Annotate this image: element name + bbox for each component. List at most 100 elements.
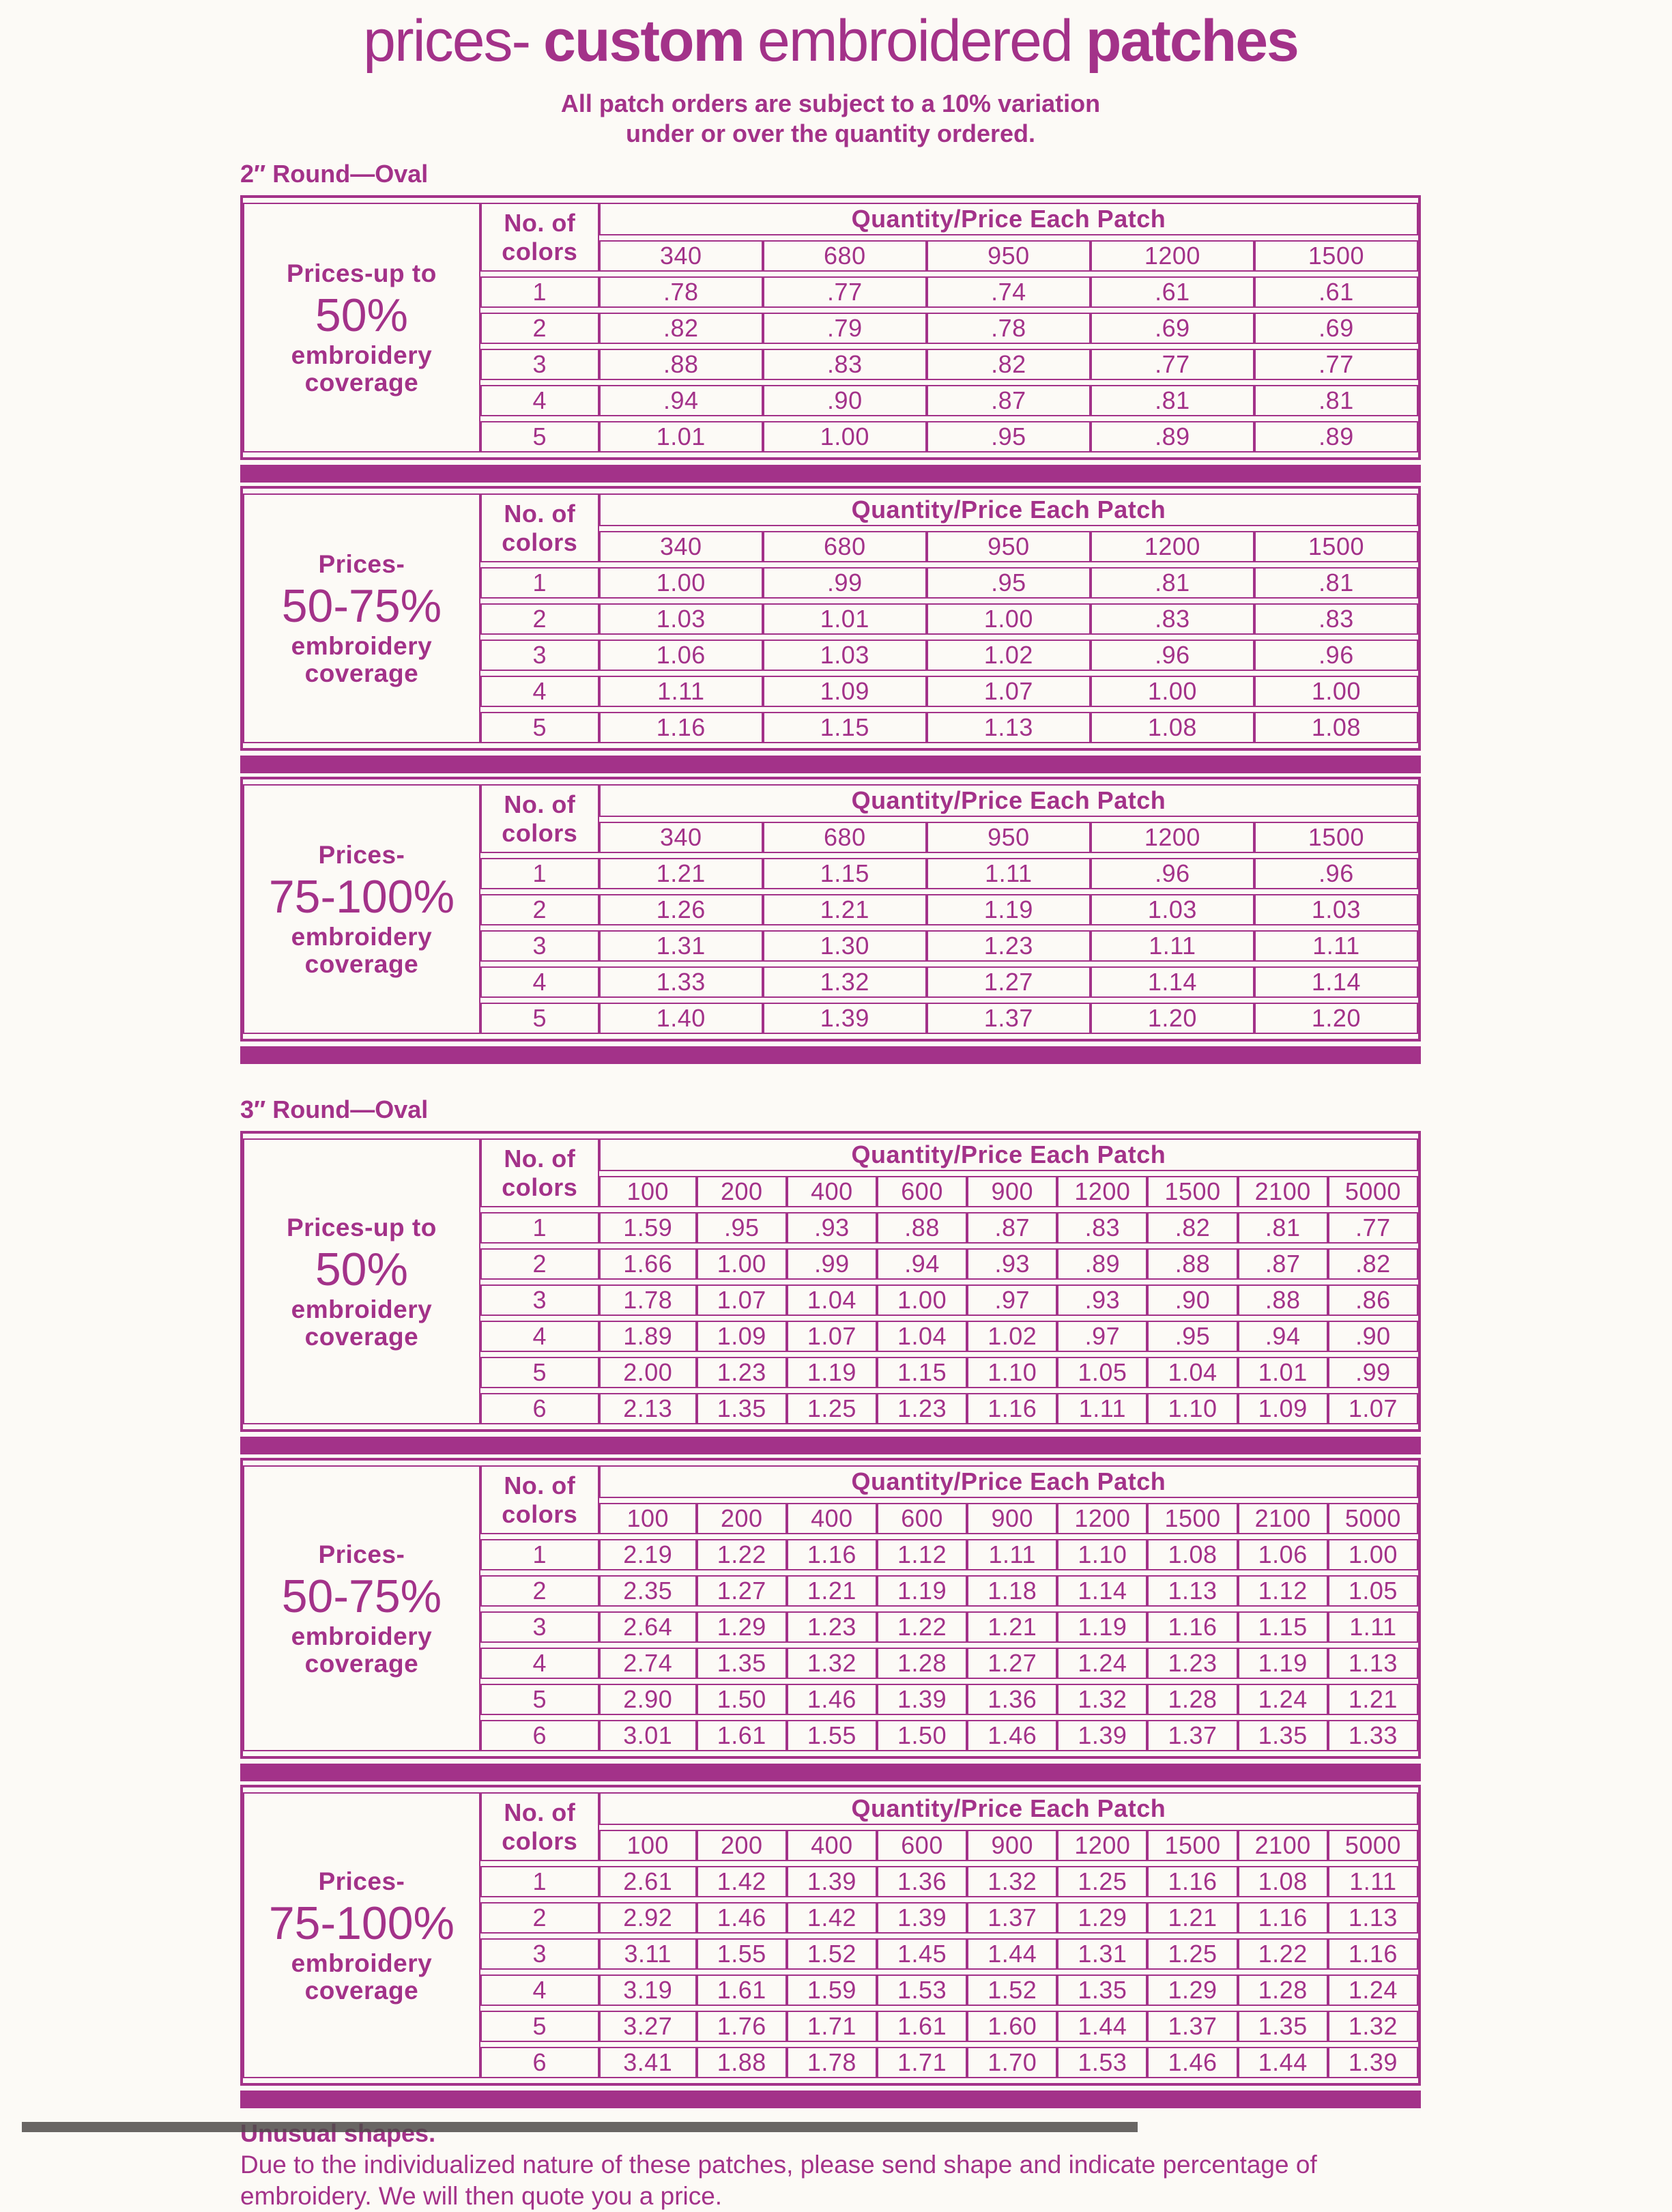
quantity-value-cell: 400 — [786, 1830, 877, 1861]
quantity-value-cell: 340 — [599, 240, 763, 272]
table-row: 5 2.00 1.23 1.19 1.15 1.10 1.05 1.04 1.01.99 — [243, 1357, 1418, 1388]
price-cell: 1.46 — [967, 1720, 1058, 1751]
quantity-header-row: 340 680 950 1200 1500 — [243, 240, 1418, 272]
quantity-value-cell: 1200 — [1057, 1503, 1148, 1534]
price-cell: 1.46 — [696, 1902, 787, 1934]
quantity-value-cell: 1500 — [1254, 531, 1418, 562]
coverage-label-percent: 50% — [315, 289, 408, 341]
colors-count-cell: 2 — [480, 1902, 599, 1934]
quantity-value-cell: 5000 — [1327, 1176, 1418, 1207]
price-cell: 1.11 — [599, 676, 763, 707]
coverage-label-line: coverage — [304, 369, 419, 397]
colors-count-cell: 1 — [480, 276, 599, 308]
price-cell: 1.52 — [786, 1938, 877, 1970]
coverage-label-line: embroidery — [291, 1622, 433, 1650]
price-cell: .78 — [599, 276, 763, 308]
price-table-50-75: Prices- 50-75% embroidery coverage No. of col… — [240, 1458, 1421, 1759]
price-cell: 1.01 — [1237, 1357, 1328, 1388]
table-row: 2 1.26 1.21 1.19 1.03 1.03 — [243, 894, 1418, 925]
quantity-header-row: 100 200 400 600 900 1200 1500 2100 5000 — [243, 1176, 1418, 1207]
quantity-value-cell: 1500 — [1254, 240, 1418, 272]
price-cell: 1.55 — [786, 1720, 877, 1751]
scan-edge-artifact — [22, 2122, 1138, 2132]
price-cell: 1.04 — [786, 1284, 877, 1316]
table-row: 1.78.77.74.61.61 — [243, 276, 1418, 308]
footer-body: Due to the individualized nature of thes… — [240, 2151, 1317, 2210]
price-cell: 1.01 — [599, 421, 763, 453]
price-cell: 2.19 — [599, 1539, 697, 1570]
coverage-label-percent: 75-100% — [268, 1897, 455, 1949]
price-cell: .86 — [1327, 1284, 1418, 1316]
colors-header-cell: No. of colors — [480, 203, 599, 272]
quantity-value-cell: 600 — [877, 1503, 968, 1534]
price-cell: .81 — [1090, 385, 1254, 416]
price-cell: 1.00 — [1090, 676, 1254, 707]
price-cell: .77 — [1090, 349, 1254, 380]
price-cell: 1.39 — [1327, 2047, 1418, 2078]
price-cell: 1.44 — [1237, 2047, 1328, 2078]
colors-count-cell: 1 — [480, 567, 599, 599]
table-row: 4.94.90.87.81.81 — [243, 385, 1418, 416]
colors-count-cell: 2 — [480, 603, 599, 635]
table-row: 4 2.74 1.35 1.32 1.28 1.27 1.24 1.23 1.19 1.13 — [243, 1648, 1418, 1679]
price-cell: .77 — [1254, 349, 1418, 380]
coverage-label-line: coverage — [304, 659, 419, 687]
coverage-label-line: coverage — [304, 1322, 419, 1351]
price-cell: 1.08 — [1147, 1539, 1238, 1570]
quantity-value-cell: 600 — [877, 1830, 968, 1861]
price-cell: 2.64 — [599, 1611, 697, 1643]
price-cell: .95 — [696, 1212, 787, 1244]
price-cell: .97 — [967, 1284, 1058, 1316]
colors-header-line: colors — [502, 818, 578, 847]
colors-header-line: No. of — [504, 499, 576, 528]
price-cell: 1.03 — [762, 640, 927, 671]
table-header-row: Prices-up to 50% embroidery coverage No. of c… — [243, 203, 1418, 453]
price-cell: 1.24 — [1057, 1648, 1148, 1679]
price-cell: 1.00 — [696, 1248, 787, 1280]
colors-header-line: colors — [502, 528, 578, 556]
quantity-value-cell: 680 — [762, 822, 927, 853]
table-header-row: Prices- 75-100% embroidery coverage No. of co… — [243, 784, 1418, 1034]
price-cell: 1.78 — [599, 1284, 697, 1316]
quantity-value-cell: 100 — [599, 1503, 697, 1534]
price-cell: 1.42 — [696, 1866, 787, 1897]
price-cell: 1.19 — [926, 894, 1091, 925]
colors-count-cell: 2 — [480, 1248, 599, 1280]
quantity-value-cell: 900 — [967, 1503, 1058, 1534]
price-cell: .90 — [1327, 1321, 1418, 1352]
price-cell: 1.22 — [877, 1611, 968, 1643]
price-cell: 1.11 — [1327, 1866, 1418, 1897]
coverage-label-line: embroidery — [291, 341, 433, 369]
price-cell: 1.19 — [786, 1357, 877, 1388]
price-cell: 1.27 — [696, 1575, 787, 1607]
quantity-price-header: Quantity/Price Each Patch — [599, 1465, 1418, 1498]
price-cell: 1.28 — [1237, 1974, 1328, 2006]
price-cell: 1.36 — [877, 1866, 968, 1897]
price-cell: .83 — [1057, 1212, 1148, 1244]
price-cell: 1.16 — [599, 712, 763, 743]
price-cell: .81 — [1254, 567, 1418, 599]
price-cell: .89 — [1090, 421, 1254, 453]
table-row: 6 2.13 1.35 1.25 1.23 1.16 1.11 1.10 1.09 1.07 — [243, 1393, 1418, 1424]
table-row: 3 3.11 1.55 1.52 1.45 1.44 1.31 1.25 1.22 1.16 — [243, 1938, 1418, 1970]
price-cell: 1.15 — [762, 712, 927, 743]
price-cell: 1.50 — [696, 1684, 787, 1715]
price-cell: 1.27 — [967, 1648, 1058, 1679]
price-cell: 1.23 — [696, 1357, 787, 1388]
price-cell: .93 — [1057, 1284, 1148, 1316]
quantity-value-cell: 1200 — [1057, 1830, 1148, 1861]
price-cell: 1.16 — [786, 1539, 877, 1570]
price-cell: 1.19 — [877, 1575, 968, 1607]
quantity-value-cell: 1200 — [1090, 240, 1254, 272]
page-title: prices-custom embroidered patches — [240, 0, 1421, 74]
price-cell: .96 — [1090, 858, 1254, 889]
table-row: 1 1.21 1.15 1.11.96.96 — [243, 858, 1418, 889]
price-cell: .88 — [1147, 1248, 1238, 1280]
price-cell: 2.61 — [599, 1866, 697, 1897]
quantity-value-cell: 680 — [762, 240, 927, 272]
price-cell: 1.22 — [1237, 1938, 1328, 1970]
colors-count-cell: 5 — [480, 712, 599, 743]
quantity-header-row: 100 200 400 600 900 1200 1500 2100 5000 — [243, 1830, 1418, 1861]
price-cell: 1.10 — [1147, 1393, 1238, 1424]
coverage-label-line: embroidery — [291, 1295, 433, 1323]
